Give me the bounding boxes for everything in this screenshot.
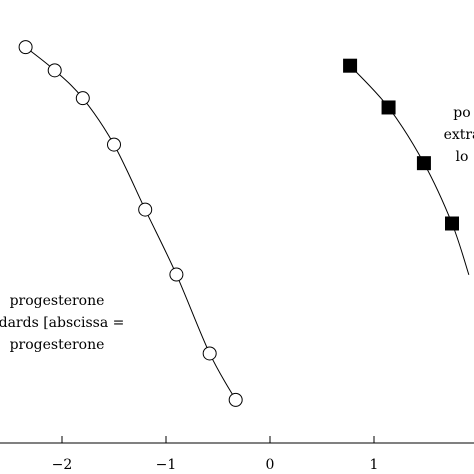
series-2-line [349,65,470,275]
annotation-line: extra [444,127,474,143]
series-1 [18,40,243,407]
x-tick-label: −2 [52,457,73,473]
filled-square-point [343,58,358,73]
filled-square-point [445,216,459,231]
open-circle-point [202,346,217,361]
x-tick-label: −1 [156,457,177,473]
open-circle-point [169,267,184,282]
x-tick-label: 1 [370,457,379,473]
open-circle-point [18,40,33,55]
x-axis: −2 −1 0 1 [0,436,474,473]
annotation-line: progesterone [10,293,105,309]
annotation-2: po extra lo [444,105,474,165]
annotation-1: progesterone ndards [abscissa = progestero… [0,293,124,353]
x-tick-label: 0 [266,457,275,473]
annotation-line: progesterone [10,337,105,353]
open-circle-point [107,137,121,152]
annotations: progesterone ndards [abscissa = progestero… [0,105,474,353]
annotation-line: lo [456,149,469,165]
open-circle-point [47,63,62,78]
series-2 [343,58,470,275]
open-circle-point [138,202,153,217]
open-circle-point [75,91,90,106]
filled-square-point [381,100,396,115]
annotation-line: ndards [abscissa = [0,315,124,331]
plot-area [18,40,470,407]
open-circle-point [228,392,243,407]
filled-square-point [416,156,431,171]
annotation-line: po [453,105,470,121]
